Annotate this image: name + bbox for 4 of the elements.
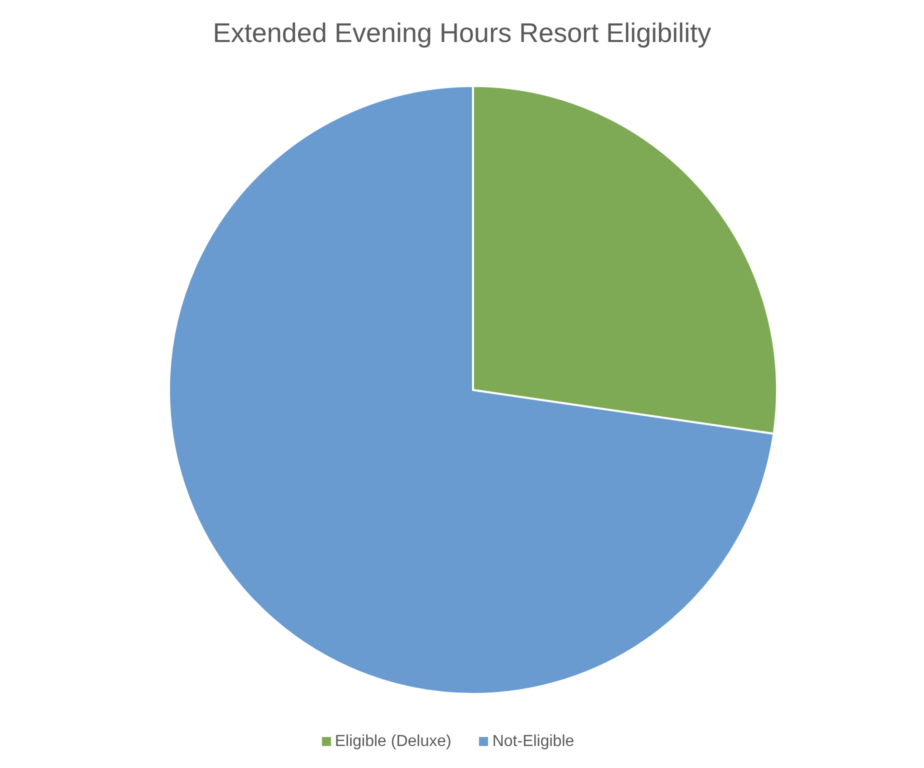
legend-label: Not-Eligible (492, 733, 574, 750)
chart-title: Extended Evening Hours Resort Eligibility (212, 17, 712, 50)
legend-label: Eligible (Deluxe) (334, 733, 452, 750)
pie-slice (168, 85, 775, 695)
